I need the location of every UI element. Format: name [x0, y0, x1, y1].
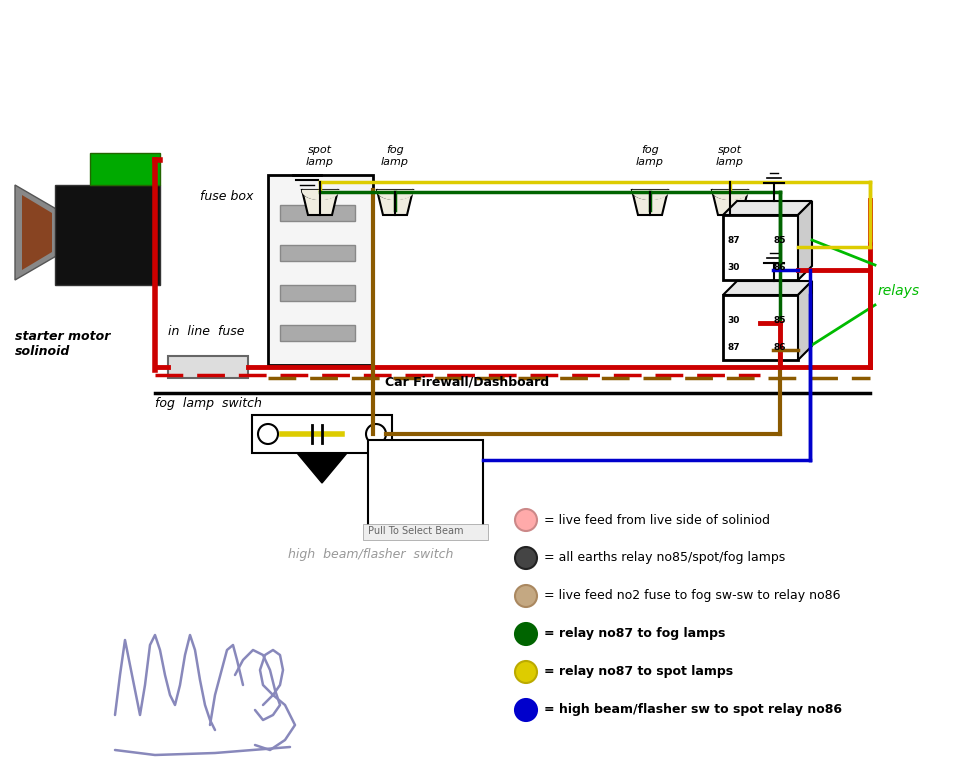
Text: spot
lamp: spot lamp [306, 145, 334, 167]
Text: 86: 86 [773, 343, 786, 352]
Text: 30: 30 [727, 316, 739, 325]
Text: 86: 86 [773, 263, 786, 272]
Polygon shape [723, 281, 812, 295]
Text: = live feed from live side of soliniod: = live feed from live side of soliniod [544, 514, 770, 527]
Bar [90, 153, 160, 185]
Polygon shape [798, 281, 812, 360]
Bar [55, 185, 160, 285]
Circle shape [515, 623, 537, 645]
Text: = high beam/flasher sw to spot relay no86: = high beam/flasher sw to spot relay no8… [544, 703, 842, 717]
Circle shape [515, 661, 537, 683]
Text: starter motor
solinoid: starter motor solinoid [15, 330, 110, 358]
Polygon shape [798, 201, 812, 280]
Bar [280, 325, 355, 341]
Text: 30: 30 [727, 263, 739, 272]
Polygon shape [297, 453, 347, 483]
Polygon shape [712, 190, 748, 215]
Polygon shape [632, 190, 668, 215]
Polygon shape [723, 201, 812, 215]
Bar [168, 356, 248, 378]
Bar [252, 415, 392, 453]
Text: fuse box: fuse box [200, 190, 254, 203]
Text: Car Firewall/Dashboard: Car Firewall/Dashboard [385, 375, 549, 388]
Text: 87: 87 [727, 343, 739, 352]
Text: 85: 85 [773, 236, 786, 245]
Bar [268, 175, 373, 365]
Bar [723, 295, 798, 360]
Text: 87: 87 [727, 236, 739, 245]
Polygon shape [15, 185, 58, 280]
Text: = relay no87 to spot lamps: = relay no87 to spot lamps [544, 666, 733, 678]
Text: in  line  fuse: in line fuse [168, 325, 244, 338]
Text: 85: 85 [773, 316, 786, 325]
Text: relays: relays [878, 284, 920, 298]
Text: = relay no87 to fog lamps: = relay no87 to fog lamps [544, 627, 726, 641]
Text: spot
lamp: spot lamp [716, 145, 744, 167]
Text: Pull To Select Beam: Pull To Select Beam [368, 526, 463, 536]
Text: fog
lamp: fog lamp [381, 145, 409, 167]
Bar [280, 285, 355, 301]
Circle shape [515, 699, 537, 721]
Text: high  beam/flasher  switch: high beam/flasher switch [288, 548, 454, 561]
Circle shape [258, 424, 278, 444]
Polygon shape [22, 195, 52, 270]
Bar [280, 205, 355, 221]
Circle shape [366, 424, 386, 444]
Text: = live feed no2 fuse to fog sw-sw to relay no86: = live feed no2 fuse to fog sw-sw to rel… [544, 590, 841, 602]
Circle shape [515, 547, 537, 569]
Polygon shape [302, 190, 338, 215]
Text: fog  lamp  switch: fog lamp switch [155, 397, 262, 410]
Polygon shape [377, 190, 413, 215]
Bar [280, 245, 355, 261]
Bar [723, 215, 798, 280]
Circle shape [515, 509, 537, 531]
Bar [368, 440, 483, 530]
Text: fog
lamp: fog lamp [636, 145, 664, 167]
Text: = all earths relay no85/spot/fog lamps: = all earths relay no85/spot/fog lamps [544, 551, 786, 564]
Bar [363, 524, 488, 540]
Circle shape [515, 585, 537, 607]
